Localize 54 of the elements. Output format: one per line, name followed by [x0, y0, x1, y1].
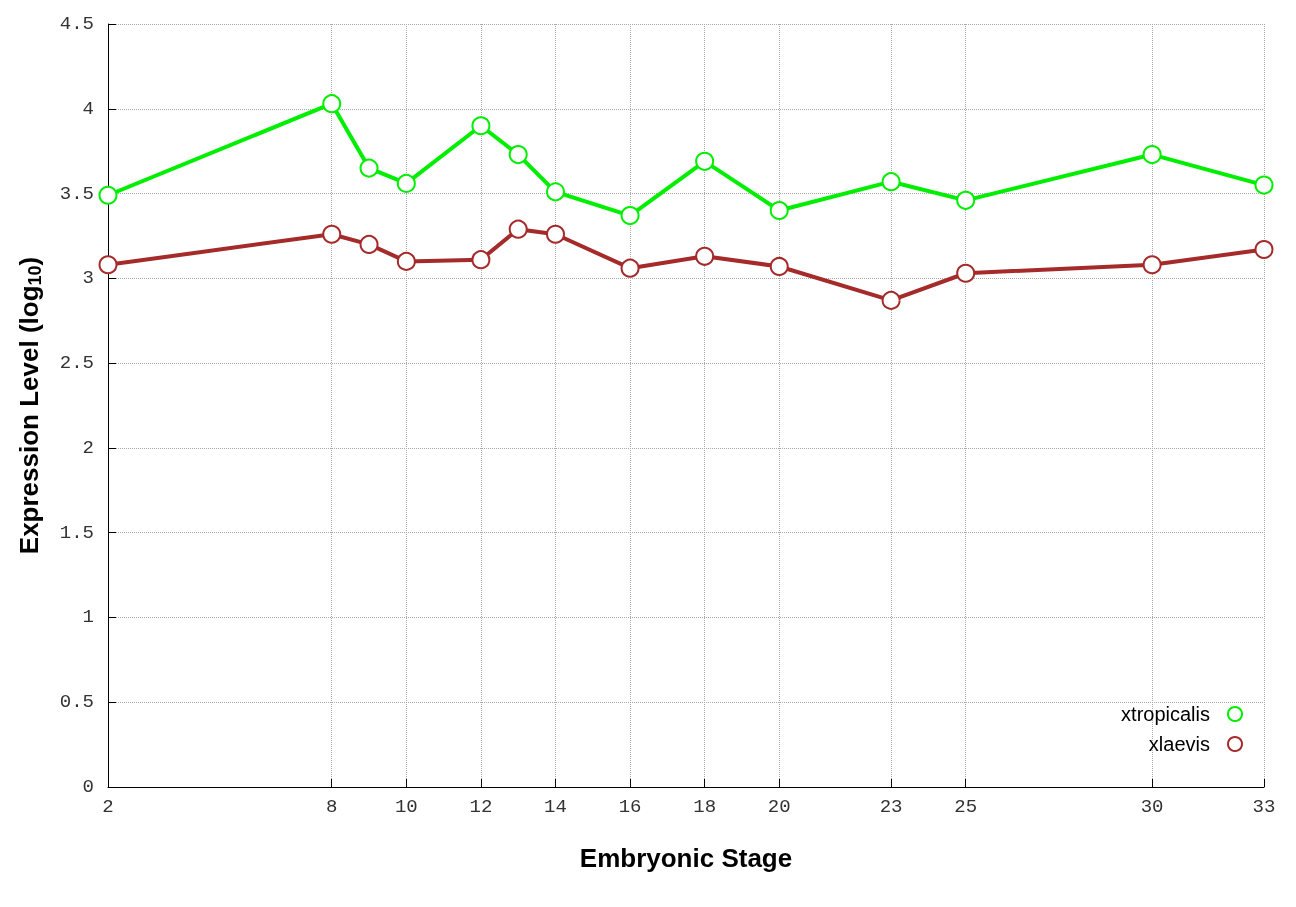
point: [322, 94, 342, 114]
point: [396, 251, 416, 271]
point: [769, 256, 789, 276]
point: [956, 263, 976, 283]
x-tick-label: 8: [326, 795, 338, 818]
x-tick-label: 2: [102, 795, 114, 818]
point: [546, 224, 565, 244]
point: [359, 234, 379, 254]
y-tick-label: 2.5: [59, 352, 94, 375]
point: [98, 255, 118, 275]
point: [1142, 255, 1162, 275]
y-tick-label: 4.5: [59, 13, 94, 35]
point: [881, 172, 901, 192]
point: [1142, 145, 1162, 165]
x-tick-label: 25: [954, 795, 978, 818]
point: [620, 258, 640, 278]
y-tick-label: 0.5: [59, 691, 94, 714]
point: [508, 145, 528, 165]
x-tick-label: 12: [469, 795, 493, 818]
y-tick-label: 1.5: [59, 521, 94, 544]
point: [322, 224, 342, 244]
x-tick-label: 33: [1252, 795, 1276, 818]
point: [471, 250, 491, 270]
x-tick-label: 30: [1140, 795, 1164, 818]
point: [1254, 175, 1274, 195]
point: [695, 151, 715, 171]
x-tick-label: 14: [544, 795, 567, 818]
point: [620, 206, 640, 226]
point: [98, 185, 118, 205]
point: [396, 173, 416, 193]
y-tick-label: 1: [82, 606, 94, 629]
point: [508, 219, 528, 239]
x-tick-label: 20: [767, 795, 791, 818]
x-tick-label: 16: [618, 795, 642, 818]
x-tick-label: 18: [693, 795, 717, 818]
x-tick-label: 10: [394, 795, 418, 818]
point: [769, 201, 789, 221]
point: [695, 246, 715, 266]
y-tick-label: 3: [82, 267, 94, 290]
y-tick-label: 4: [82, 97, 94, 120]
y-tick-label: 3.5: [59, 182, 94, 205]
point: [471, 116, 491, 136]
point: [359, 158, 379, 178]
x-axis-title: Embryonic Stage: [579, 843, 793, 873]
point: [956, 190, 976, 210]
point: [546, 182, 565, 202]
point: [881, 290, 901, 310]
legend-label: xtropicalis: [1121, 703, 1210, 725]
y-tick-label: 2: [82, 436, 94, 459]
x-tick-label: 23: [879, 795, 903, 818]
y-tick-label: 0: [82, 776, 94, 798]
legend-label: xlaevis: [1148, 733, 1210, 755]
y-axis-title: Expression Level (log10): [14, 256, 45, 555]
point: [1254, 240, 1274, 259]
